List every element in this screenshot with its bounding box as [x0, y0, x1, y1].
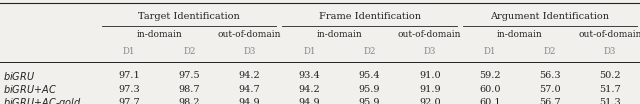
Text: 51.7: 51.7	[599, 85, 621, 94]
Text: 51.3: 51.3	[599, 98, 621, 104]
Text: 93.4: 93.4	[299, 71, 321, 80]
Text: $\it{biGRU}$+$\it{AC}$: $\it{biGRU}$+$\it{AC}$	[3, 83, 57, 95]
Text: 92.0: 92.0	[419, 98, 440, 104]
Text: in-domain: in-domain	[497, 30, 543, 39]
Text: 95.4: 95.4	[359, 71, 380, 80]
Text: 91.0: 91.0	[419, 71, 440, 80]
Text: in-domain: in-domain	[317, 30, 362, 39]
Text: 56.3: 56.3	[539, 71, 561, 80]
Text: D1: D1	[484, 48, 496, 56]
Text: 94.9: 94.9	[299, 98, 321, 104]
Text: 98.2: 98.2	[179, 98, 200, 104]
Text: out-of-domain: out-of-domain	[578, 30, 640, 39]
Text: 94.9: 94.9	[239, 98, 260, 104]
Text: D1: D1	[303, 48, 316, 56]
Text: D2: D2	[364, 48, 376, 56]
Text: $\it{biGRU}$: $\it{biGRU}$	[3, 70, 35, 82]
Text: D3: D3	[424, 48, 436, 56]
Text: 60.0: 60.0	[479, 85, 500, 94]
Text: D3: D3	[604, 48, 616, 56]
Text: 95.9: 95.9	[359, 85, 380, 94]
Text: 94.2: 94.2	[239, 71, 260, 80]
Text: D1: D1	[123, 48, 136, 56]
Text: Argument Identification: Argument Identification	[490, 12, 609, 21]
Text: 97.7: 97.7	[118, 98, 140, 104]
Text: D2: D2	[183, 48, 196, 56]
Text: D3: D3	[243, 48, 255, 56]
Text: 91.9: 91.9	[419, 85, 440, 94]
Text: Target Identification: Target Identification	[138, 12, 240, 21]
Text: 56.7: 56.7	[539, 98, 561, 104]
Text: 97.5: 97.5	[179, 71, 200, 80]
Text: 97.1: 97.1	[118, 71, 140, 80]
Text: 57.0: 57.0	[539, 85, 561, 94]
Text: 94.2: 94.2	[299, 85, 321, 94]
Text: D2: D2	[543, 48, 556, 56]
Text: 95.9: 95.9	[359, 98, 380, 104]
Text: 50.2: 50.2	[599, 71, 621, 80]
Text: 97.3: 97.3	[118, 85, 140, 94]
Text: $\it{biGRU}$+$\it{AC}$-$\it{gold}$: $\it{biGRU}$+$\it{AC}$-$\it{gold}$	[3, 96, 82, 104]
Text: 98.7: 98.7	[179, 85, 200, 94]
Text: 60.1: 60.1	[479, 98, 500, 104]
Text: 94.7: 94.7	[239, 85, 260, 94]
Text: Frame Identification: Frame Identification	[319, 12, 420, 21]
Text: in-domain: in-domain	[136, 30, 182, 39]
Text: out-of-domain: out-of-domain	[398, 30, 461, 39]
Text: out-of-domain: out-of-domain	[218, 30, 281, 39]
Text: 59.2: 59.2	[479, 71, 500, 80]
